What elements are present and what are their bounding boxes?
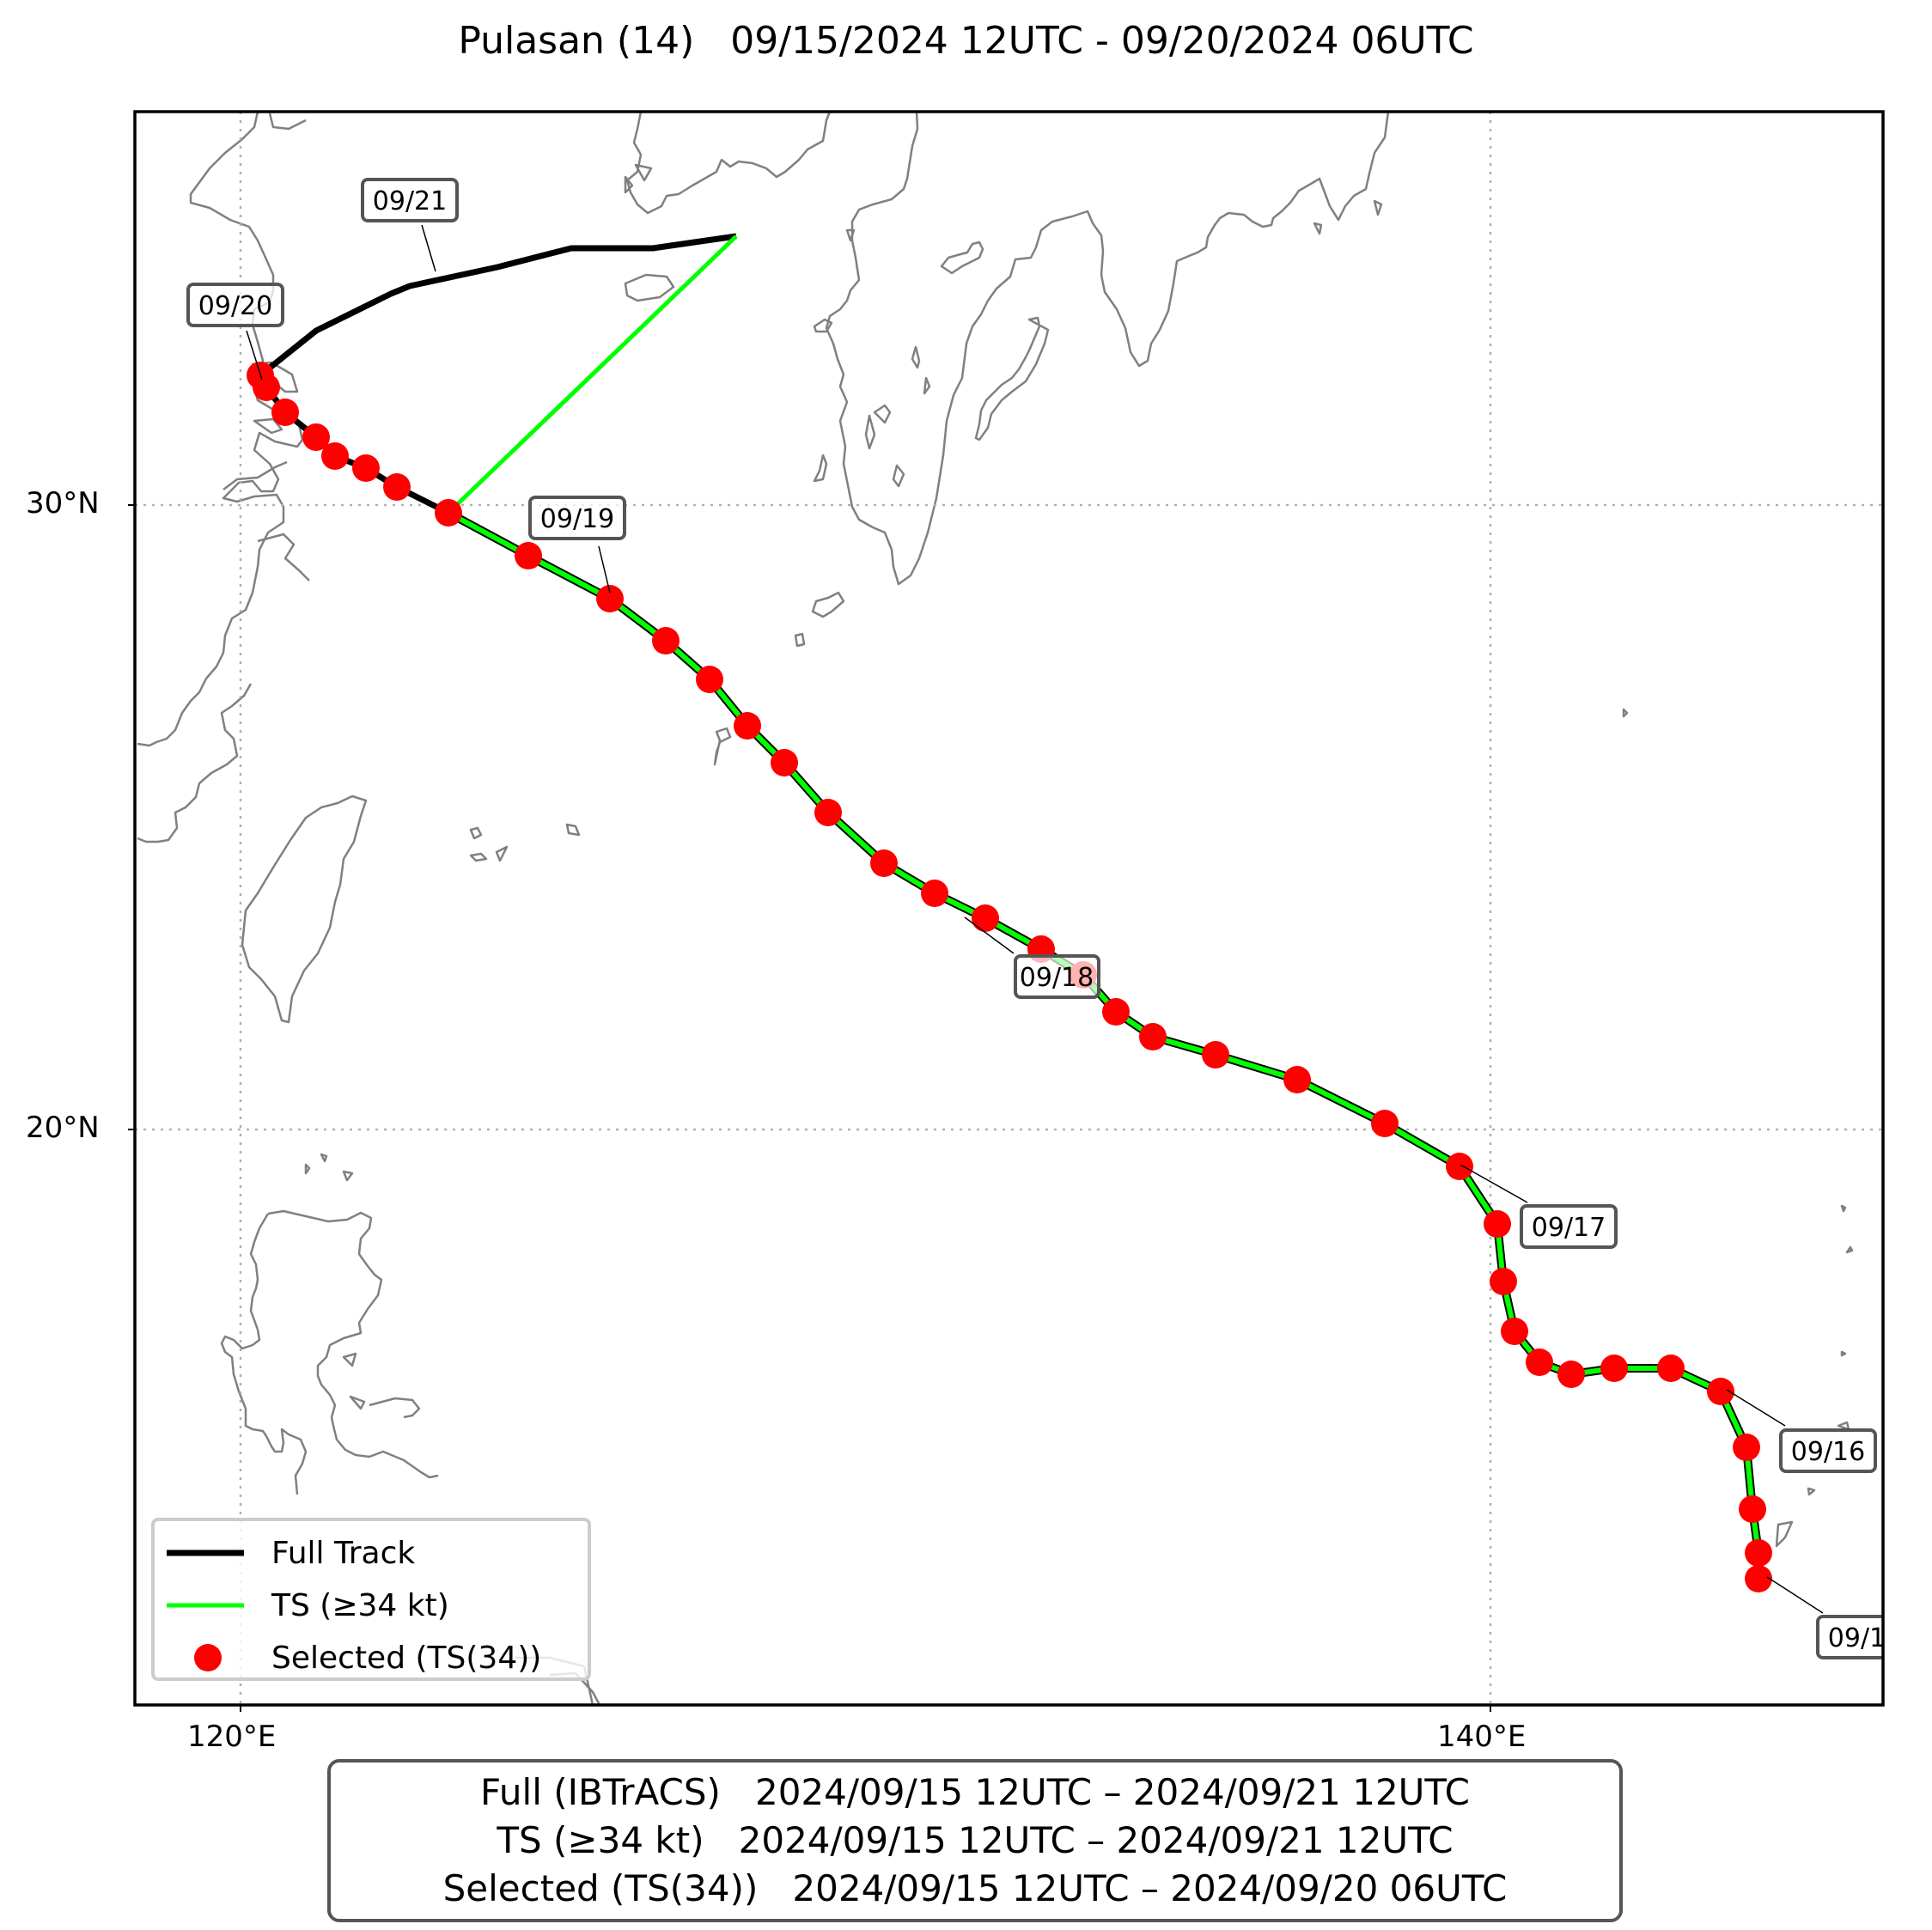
annotation-09-15: 09/15	[1816, 1615, 1902, 1659]
annotation-09-17: 09/17	[1520, 1204, 1618, 1249]
selected-points	[247, 362, 1772, 1592]
svg-text:09/18: 09/18	[1020, 963, 1094, 993]
annotation-09-18: 09/18	[1014, 954, 1100, 999]
ts-swatch-icon	[167, 1597, 244, 1614]
ts-track-outline	[446, 508, 1763, 1579]
selected-dot-icon	[167, 1644, 244, 1671]
svg-text:09/21: 09/21	[373, 186, 447, 216]
legend-item-full-track: Full Track	[155, 1531, 415, 1574]
full-track-swatch-icon	[167, 1544, 244, 1562]
summary-full: Full (IBTrACS) 2024/09/15 12UTC – 2024/0…	[480, 1771, 1470, 1813]
annotation-09-19: 09/19	[528, 496, 626, 540]
annotation-09-21: 09/21	[361, 178, 459, 222]
lon-tick-120e: 120°E	[187, 1720, 277, 1754]
summary-ts: TS (≥34 kt) 2024/09/15 12UTC – 2024/09/2…	[497, 1819, 1454, 1861]
ts-track-line	[447, 510, 1761, 1579]
annotation-leaders	[246, 224, 1824, 1614]
legend-label: TS (≥34 kt)	[271, 1587, 449, 1623]
gridlines	[135, 112, 1883, 1705]
period-summary-box: Full (IBTrACS) 2024/09/15 12UTC – 2024/0…	[327, 1759, 1623, 1922]
svg-text:09/17: 09/17	[1532, 1213, 1606, 1243]
summary-selected: Selected (TS(34)) 2024/09/15 12UTC – 202…	[442, 1867, 1508, 1909]
legend: Full Track TS (≥34 kt) Selected (TS(34))	[151, 1518, 591, 1681]
coastlines	[137, 112, 1854, 1705]
svg-text:09/15: 09/15	[1828, 1623, 1902, 1653]
chart-title: Pulasan (14) 09/15/2024 12UTC - 09/20/20…	[458, 19, 1474, 63]
legend-label: Full Track	[271, 1535, 416, 1571]
lat-tick-30n: 30°N	[26, 486, 100, 521]
plot-frame	[133, 110, 1885, 1707]
annotation-09-16: 09/16	[1779, 1428, 1877, 1473]
svg-text:09/19: 09/19	[540, 504, 614, 534]
lon-tick-140e: 140°E	[1437, 1720, 1527, 1754]
legend-item-selected: Selected (TS(34))	[155, 1636, 541, 1679]
legend-item-ts: TS (≥34 kt)	[155, 1584, 449, 1627]
legend-label: Selected (TS(34))	[271, 1640, 542, 1676]
svg-text:09/20: 09/20	[198, 291, 272, 321]
ts-track-extension	[447, 234, 738, 514]
svg-text:09/16: 09/16	[1791, 1437, 1865, 1467]
full-track-line	[257, 233, 737, 516]
lat-tick-20n: 20°N	[26, 1111, 100, 1145]
date-annotations: 09/15 09/16 09/17 09/18 09/19 09/20	[186, 178, 1902, 1659]
annotation-09-20: 09/20	[186, 283, 284, 327]
